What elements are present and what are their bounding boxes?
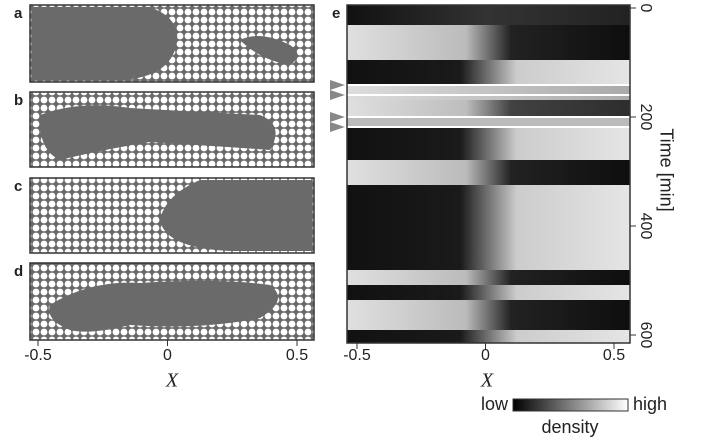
y-tick-label: 400: [637, 213, 654, 240]
x-axis-label: X: [480, 370, 494, 392]
panel-label: c: [14, 178, 22, 195]
panel-label: d: [14, 263, 23, 280]
colorbar-low: low: [481, 394, 509, 414]
colorbar: [512, 398, 629, 412]
y-axis-label: Time [min]: [656, 128, 676, 211]
colorbar-label: density: [541, 417, 598, 437]
panel-b: [29, 91, 315, 168]
colorbar-high: high: [633, 394, 667, 414]
panel-c: [29, 177, 315, 254]
panel-label: a: [14, 5, 23, 22]
x-tick-label: 0.5: [286, 347, 308, 364]
y-tick-label: 600: [637, 322, 654, 349]
panel-label: e: [332, 5, 340, 22]
x-tick-label: -0.5: [343, 347, 371, 364]
y-tick-label: 0: [637, 4, 654, 13]
panel-label: b: [14, 92, 23, 109]
x-axis-label: X: [165, 370, 179, 392]
panel-a: [29, 4, 315, 83]
y-tick-label: 200: [637, 104, 654, 131]
x-tick-label: 0: [163, 347, 172, 364]
arrows: [330, 80, 345, 132]
x-tick-label: 0: [481, 347, 490, 364]
panel-d: [29, 262, 315, 341]
x-tick-label: -0.5: [24, 347, 52, 364]
kymograph: [330, 4, 631, 344]
x-tick-label: 0.5: [603, 347, 625, 364]
